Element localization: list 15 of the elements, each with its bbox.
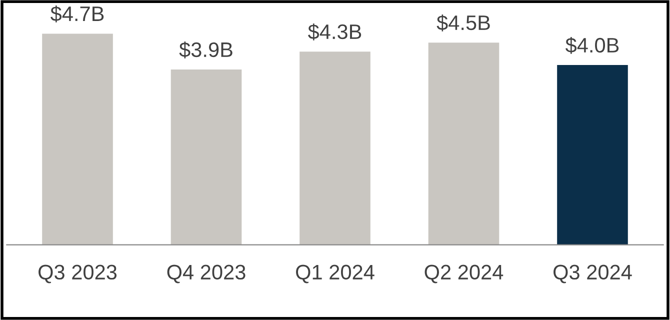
x-tick-label: Q3 2023 — [38, 264, 117, 284]
data-label: $3.9B — [179, 41, 232, 58]
data-label: $4.3B — [308, 23, 362, 40]
data-label: $4.0B — [565, 36, 619, 54]
x-tick-label: Q2 2024 — [424, 264, 504, 284]
bar — [557, 65, 628, 245]
bar — [300, 52, 370, 245]
data-label: $4.5B — [436, 14, 490, 32]
data-label: $4.7B — [50, 6, 104, 22]
x-tick-label: Q1 2024 — [296, 264, 374, 284]
bar — [42, 34, 113, 245]
bar — [170, 70, 242, 245]
x-tick-label: Q3 2024 — [554, 264, 632, 284]
bar — [428, 42, 500, 245]
x-tick-label: Q4 2023 — [167, 264, 246, 284]
